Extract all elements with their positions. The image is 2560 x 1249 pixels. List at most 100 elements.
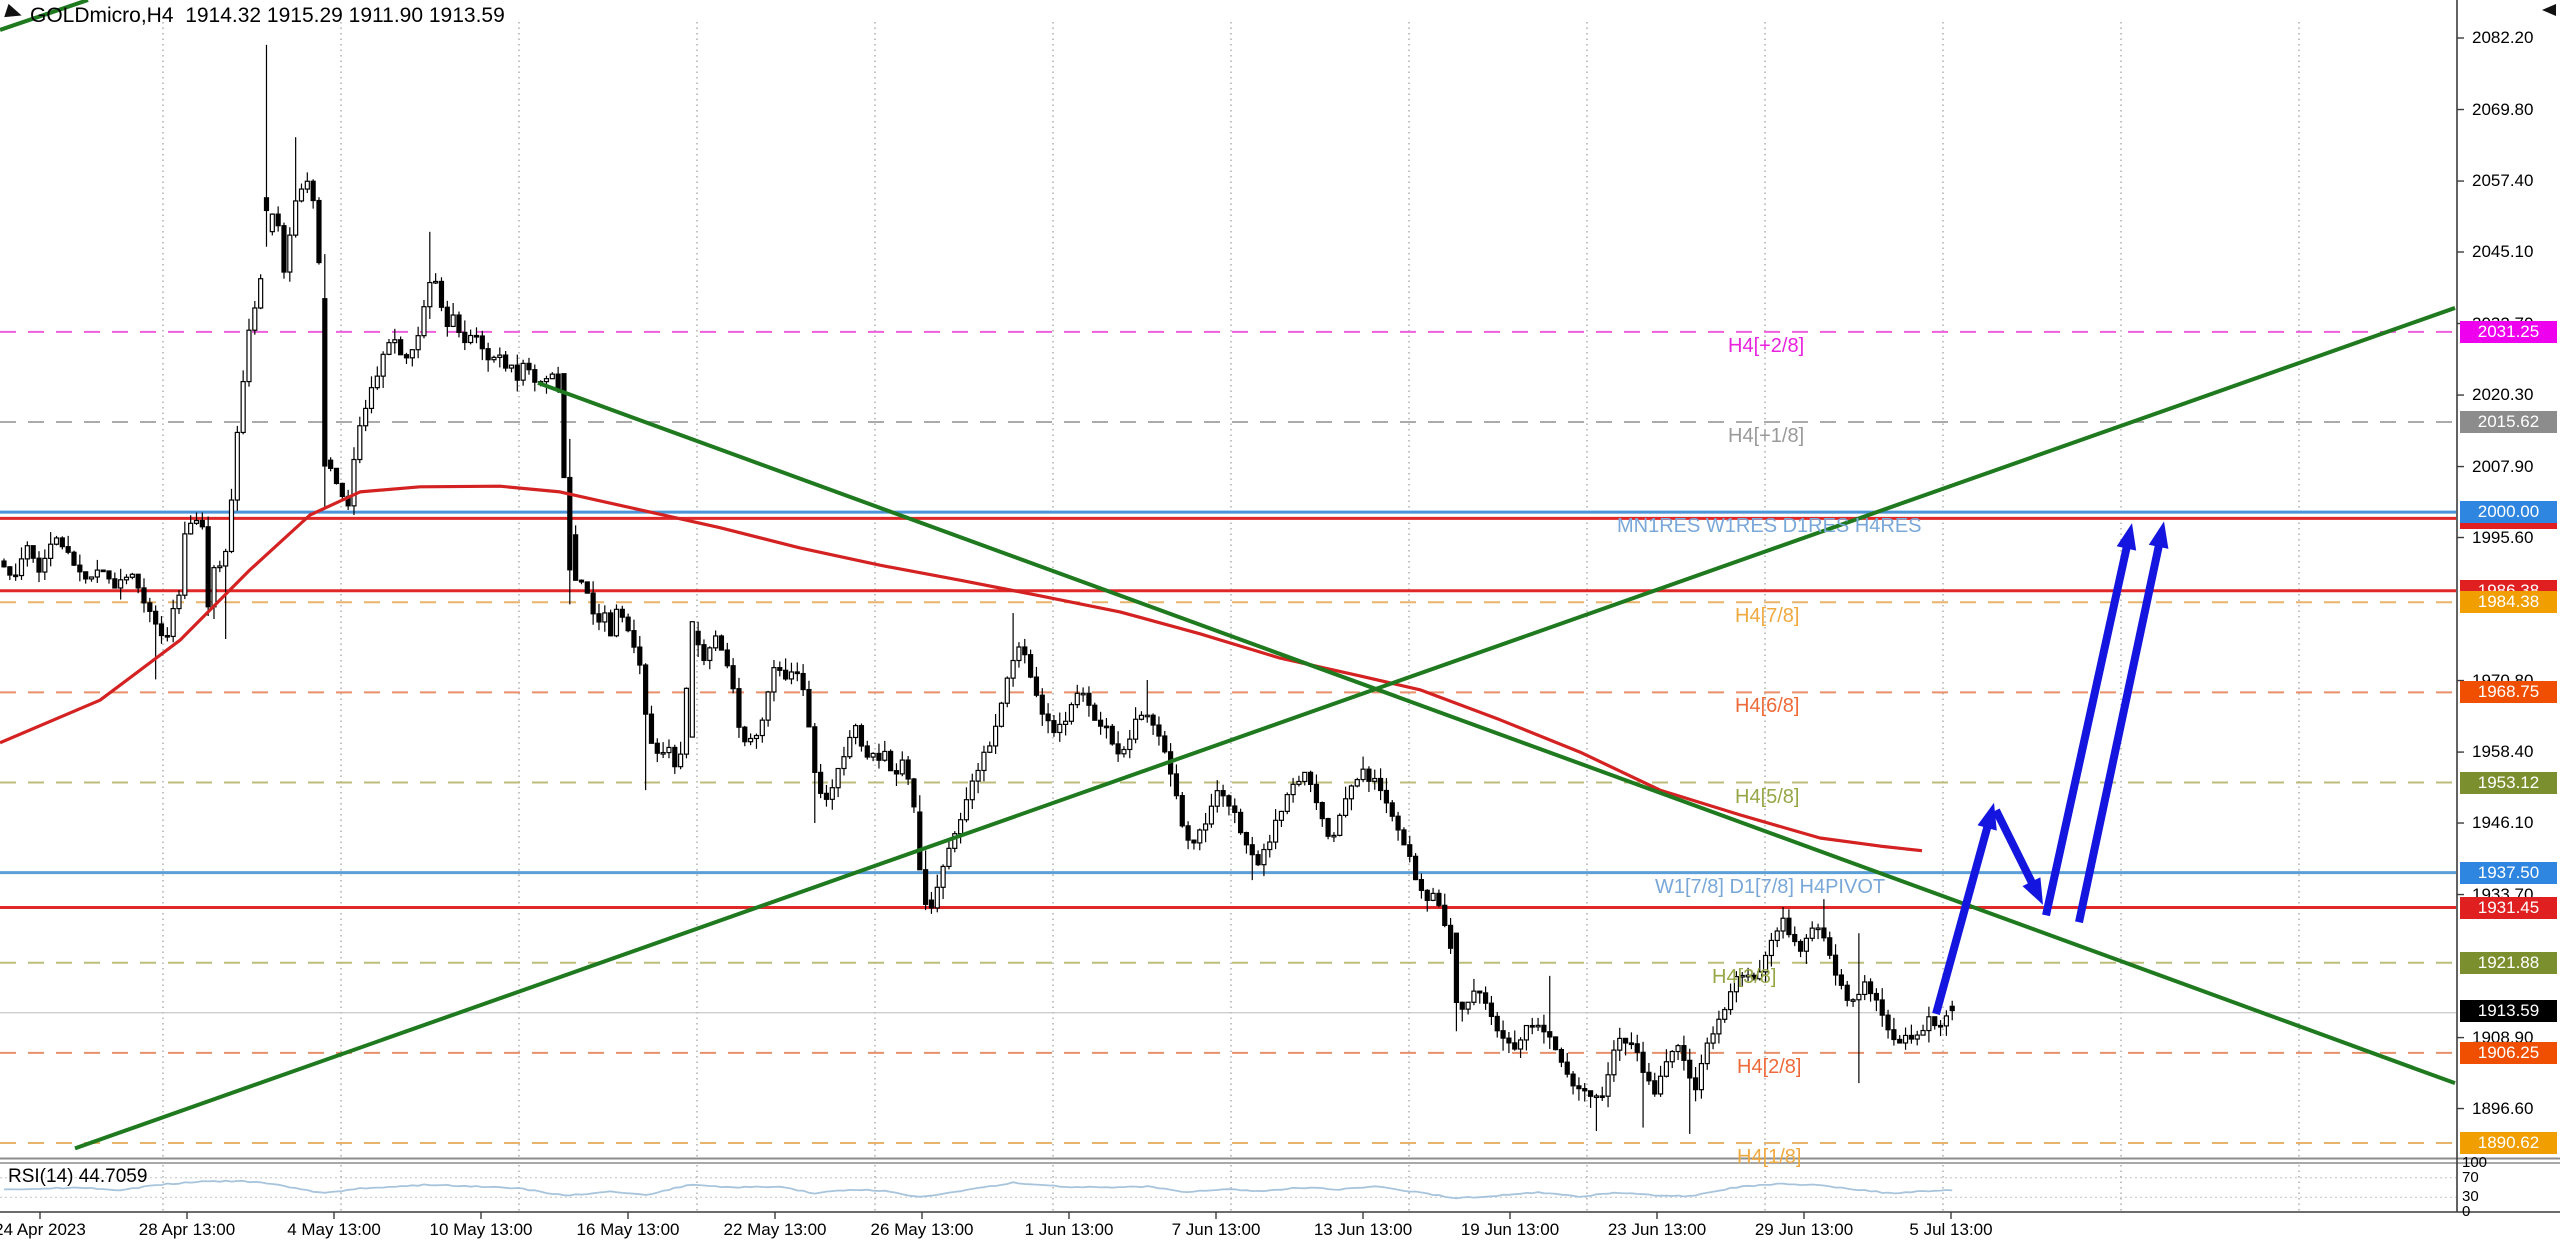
candle-body bbox=[497, 354, 503, 358]
arrow-line-projection-down-1[interactable] bbox=[1992, 808, 2037, 888]
candle-body bbox=[153, 610, 159, 625]
price-badge-1931.45: 1931.45 bbox=[2460, 896, 2557, 919]
arrow-line-projection-up-1[interactable] bbox=[1932, 822, 1993, 1016]
y-axis-value: 2020.30 bbox=[2472, 385, 2534, 405]
candle-body bbox=[1272, 819, 1279, 843]
candle-body bbox=[625, 616, 631, 632]
arrow-head-projection-up-3[interactable] bbox=[2148, 521, 2169, 549]
candle-body bbox=[928, 899, 935, 909]
x-axis-label: 23 Jun 13:00 bbox=[1607, 1220, 1707, 1239]
candle-body bbox=[392, 339, 398, 344]
candle-body bbox=[1692, 1077, 1699, 1091]
x-axis-label: 10 May 13:00 bbox=[429, 1220, 533, 1239]
candle-body bbox=[473, 334, 480, 338]
price-badge-2031.25: 2031.25 bbox=[2460, 320, 2557, 343]
candle-body bbox=[1080, 692, 1086, 696]
candle-body bbox=[1173, 773, 1180, 797]
candle-body bbox=[333, 467, 340, 485]
candle-body bbox=[520, 362, 526, 381]
candle-body bbox=[1751, 974, 1757, 980]
candle-body bbox=[363, 407, 369, 427]
candle-body bbox=[427, 281, 433, 308]
candle-body bbox=[258, 278, 264, 309]
price-badge-1968.75: 1968.75 bbox=[2460, 681, 2557, 704]
rsi-line bbox=[3, 1179, 1953, 1200]
candle-body bbox=[1611, 1049, 1617, 1076]
candle-body bbox=[1471, 990, 1477, 1003]
candle-body bbox=[946, 847, 952, 868]
candle-body bbox=[1657, 1075, 1664, 1095]
candle-body bbox=[1133, 718, 1139, 740]
trendline-descending-resistance[interactable] bbox=[537, 381, 2456, 1086]
trendline-ascending-support[interactable] bbox=[74, 306, 2456, 1151]
candle-body bbox=[1442, 904, 1448, 927]
candle-body bbox=[683, 687, 690, 755]
candle-body bbox=[1838, 974, 1844, 986]
candle-body bbox=[1593, 1095, 1600, 1099]
candle-body bbox=[1687, 1059, 1693, 1079]
candle-body bbox=[1815, 927, 1821, 931]
candle-body bbox=[1004, 677, 1010, 704]
candle-body bbox=[1733, 976, 1740, 993]
candle-body bbox=[1827, 937, 1833, 956]
candle-body bbox=[573, 534, 579, 581]
candle-body bbox=[800, 672, 806, 691]
candle-body bbox=[1127, 738, 1133, 751]
y-axis-value: 2045.10 bbox=[2472, 241, 2534, 261]
candle-body bbox=[1576, 1085, 1582, 1090]
arrow-head-projection-down-1[interactable] bbox=[2022, 877, 2044, 905]
arrow-line-projection-up-2[interactable] bbox=[2042, 543, 2132, 917]
candle-body bbox=[1045, 713, 1051, 722]
arrow-head-projection-up-1[interactable] bbox=[1977, 802, 1997, 831]
candle-body bbox=[847, 736, 853, 758]
x-axis-label: 22 May 13:00 bbox=[723, 1220, 827, 1239]
candle-body bbox=[1220, 790, 1226, 797]
arrow-line-projection-up-3[interactable] bbox=[2075, 542, 2164, 924]
candle-body bbox=[678, 753, 684, 768]
trendline-corner-trend-fragment[interactable] bbox=[0, 0, 89, 32]
candle-body bbox=[631, 630, 637, 648]
y-axis-value: 2057.40 bbox=[2472, 171, 2534, 191]
candle-body bbox=[724, 649, 730, 667]
candle-body bbox=[240, 380, 246, 434]
candle-body bbox=[351, 458, 357, 507]
candle-body bbox=[1710, 1033, 1716, 1044]
candle-body bbox=[1698, 1062, 1705, 1091]
price-badge-1890.62: 1890.62 bbox=[2460, 1132, 2557, 1155]
candle-body bbox=[1337, 814, 1343, 836]
candle-body bbox=[864, 745, 870, 758]
y-axis-value: 1946.10 bbox=[2472, 813, 2534, 833]
candle-body bbox=[83, 571, 89, 580]
candle-body bbox=[1028, 654, 1034, 678]
candle-body bbox=[1850, 999, 1856, 1002]
candle-body bbox=[1389, 802, 1395, 817]
candle-body bbox=[1121, 748, 1127, 755]
candle-body bbox=[987, 745, 993, 753]
candle-body bbox=[479, 335, 485, 350]
candle-body bbox=[1302, 771, 1308, 783]
candle-body bbox=[1185, 825, 1191, 841]
x-axis-label: 29 Jun 13:00 bbox=[1754, 1220, 1854, 1239]
arrow-head-projection-up-2[interactable] bbox=[2116, 523, 2137, 551]
candle-body bbox=[718, 635, 725, 651]
candle-body bbox=[1068, 704, 1075, 722]
price-badge-1913.59: 1913.59 bbox=[2460, 999, 2557, 1022]
candle-body bbox=[1762, 954, 1769, 973]
candle-body bbox=[981, 751, 987, 772]
candle-body bbox=[1564, 1061, 1570, 1075]
candle-body bbox=[1803, 937, 1809, 952]
candle-body bbox=[1529, 1024, 1535, 1028]
candle-body bbox=[53, 537, 60, 545]
chart-end-marker-icon[interactable] bbox=[2542, 4, 2556, 16]
candle-body bbox=[1156, 724, 1162, 737]
candle-body bbox=[1465, 1001, 1471, 1010]
candle-body bbox=[1214, 790, 1220, 807]
candle-body bbox=[695, 630, 701, 646]
candle-body bbox=[888, 750, 894, 772]
candle-body bbox=[975, 769, 981, 782]
candle-body bbox=[1844, 984, 1850, 1001]
candle-body bbox=[1675, 1045, 1681, 1053]
candle-body bbox=[1243, 831, 1250, 846]
